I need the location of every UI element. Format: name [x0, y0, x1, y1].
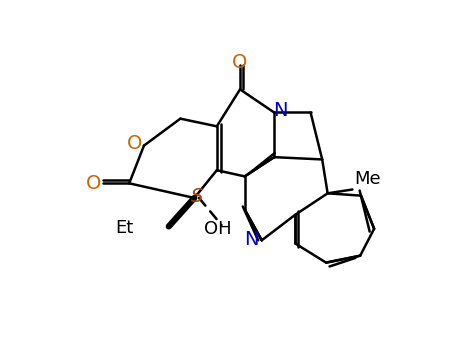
Text: OH: OH: [203, 220, 231, 238]
Text: N: N: [273, 101, 288, 120]
Text: N: N: [244, 230, 259, 249]
Text: Me: Me: [354, 170, 381, 188]
Text: S: S: [191, 187, 203, 206]
Text: O: O: [86, 174, 101, 193]
Text: O: O: [127, 134, 143, 153]
Text: O: O: [232, 53, 248, 72]
Text: Et: Et: [115, 219, 133, 237]
